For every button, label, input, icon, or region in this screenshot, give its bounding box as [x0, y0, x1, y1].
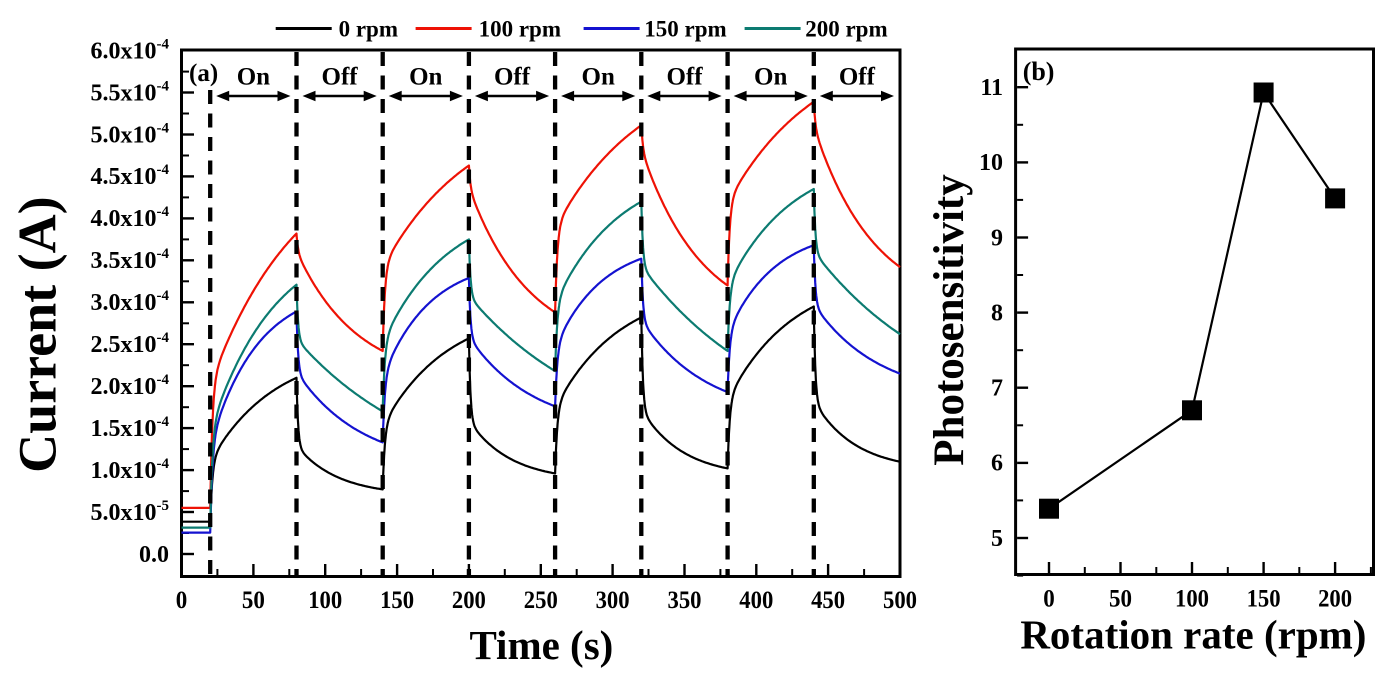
- svg-text:5.0x10-5: 5.0x10-5: [91, 498, 170, 526]
- svg-text:200 rpm: 200 rpm: [805, 17, 887, 42]
- svg-text:150: 150: [380, 587, 414, 614]
- svg-text:450: 450: [811, 587, 845, 614]
- svg-text:0: 0: [176, 587, 188, 614]
- svg-text:50: 50: [1109, 586, 1132, 613]
- svg-text:Off: Off: [839, 64, 876, 91]
- svg-text:0 rpm: 0 rpm: [339, 17, 398, 42]
- svg-text:(a): (a): [189, 60, 218, 87]
- svg-text:Time (s): Time (s): [469, 622, 613, 668]
- svg-text:350: 350: [668, 587, 702, 614]
- svg-text:4.5x10-4: 4.5x10-4: [91, 162, 170, 190]
- svg-text:400: 400: [739, 587, 773, 614]
- svg-text:4.0x10-4: 4.0x10-4: [91, 204, 170, 232]
- svg-text:200: 200: [1318, 586, 1352, 613]
- svg-text:150: 150: [1247, 586, 1281, 613]
- svg-text:500: 500: [883, 587, 917, 614]
- svg-text:Rotation rate (rpm): Rotation rate (rpm): [1020, 612, 1366, 658]
- svg-text:8: 8: [991, 300, 1003, 326]
- svg-text:6: 6: [991, 451, 1003, 477]
- svg-text:150 rpm: 150 rpm: [644, 17, 726, 42]
- svg-text:3.5x10-4: 3.5x10-4: [91, 246, 170, 274]
- svg-text:200: 200: [452, 587, 486, 614]
- svg-text:11: 11: [980, 75, 1003, 101]
- svg-text:On: On: [582, 64, 615, 91]
- svg-text:7: 7: [991, 376, 1003, 402]
- svg-text:On: On: [754, 64, 787, 91]
- svg-text:On: On: [409, 64, 442, 91]
- svg-text:100 rpm: 100 rpm: [479, 17, 561, 42]
- svg-text:0.0: 0.0: [139, 542, 169, 568]
- svg-text:5: 5: [991, 526, 1003, 552]
- svg-text:5.0x10-4: 5.0x10-4: [91, 120, 170, 148]
- svg-text:Photosensitivity: Photosensitivity: [926, 174, 973, 466]
- svg-text:5.5x10-4: 5.5x10-4: [91, 78, 170, 106]
- svg-text:100: 100: [308, 587, 342, 614]
- svg-text:Current (A): Current (A): [8, 196, 68, 472]
- svg-text:2.5x10-4: 2.5x10-4: [91, 330, 170, 358]
- svg-text:0: 0: [1043, 586, 1055, 613]
- svg-text:6.0x10-4: 6.0x10-4: [91, 36, 170, 64]
- svg-text:100: 100: [1175, 586, 1209, 613]
- svg-text:On: On: [237, 64, 270, 91]
- svg-text:3.0x10-4: 3.0x10-4: [91, 288, 170, 316]
- svg-text:10: 10: [979, 150, 1003, 176]
- svg-text:300: 300: [596, 587, 630, 614]
- svg-text:(b): (b): [1023, 57, 1055, 86]
- svg-text:1.0x10-4: 1.0x10-4: [91, 456, 170, 484]
- svg-text:Off: Off: [322, 64, 359, 91]
- svg-text:Off: Off: [666, 64, 703, 91]
- svg-text:50: 50: [242, 587, 265, 614]
- svg-text:1.5x10-4: 1.5x10-4: [91, 414, 170, 442]
- svg-text:9: 9: [991, 225, 1003, 251]
- svg-text:Off: Off: [494, 64, 531, 91]
- svg-text:250: 250: [524, 587, 558, 614]
- svg-text:2.0x10-4: 2.0x10-4: [91, 372, 170, 400]
